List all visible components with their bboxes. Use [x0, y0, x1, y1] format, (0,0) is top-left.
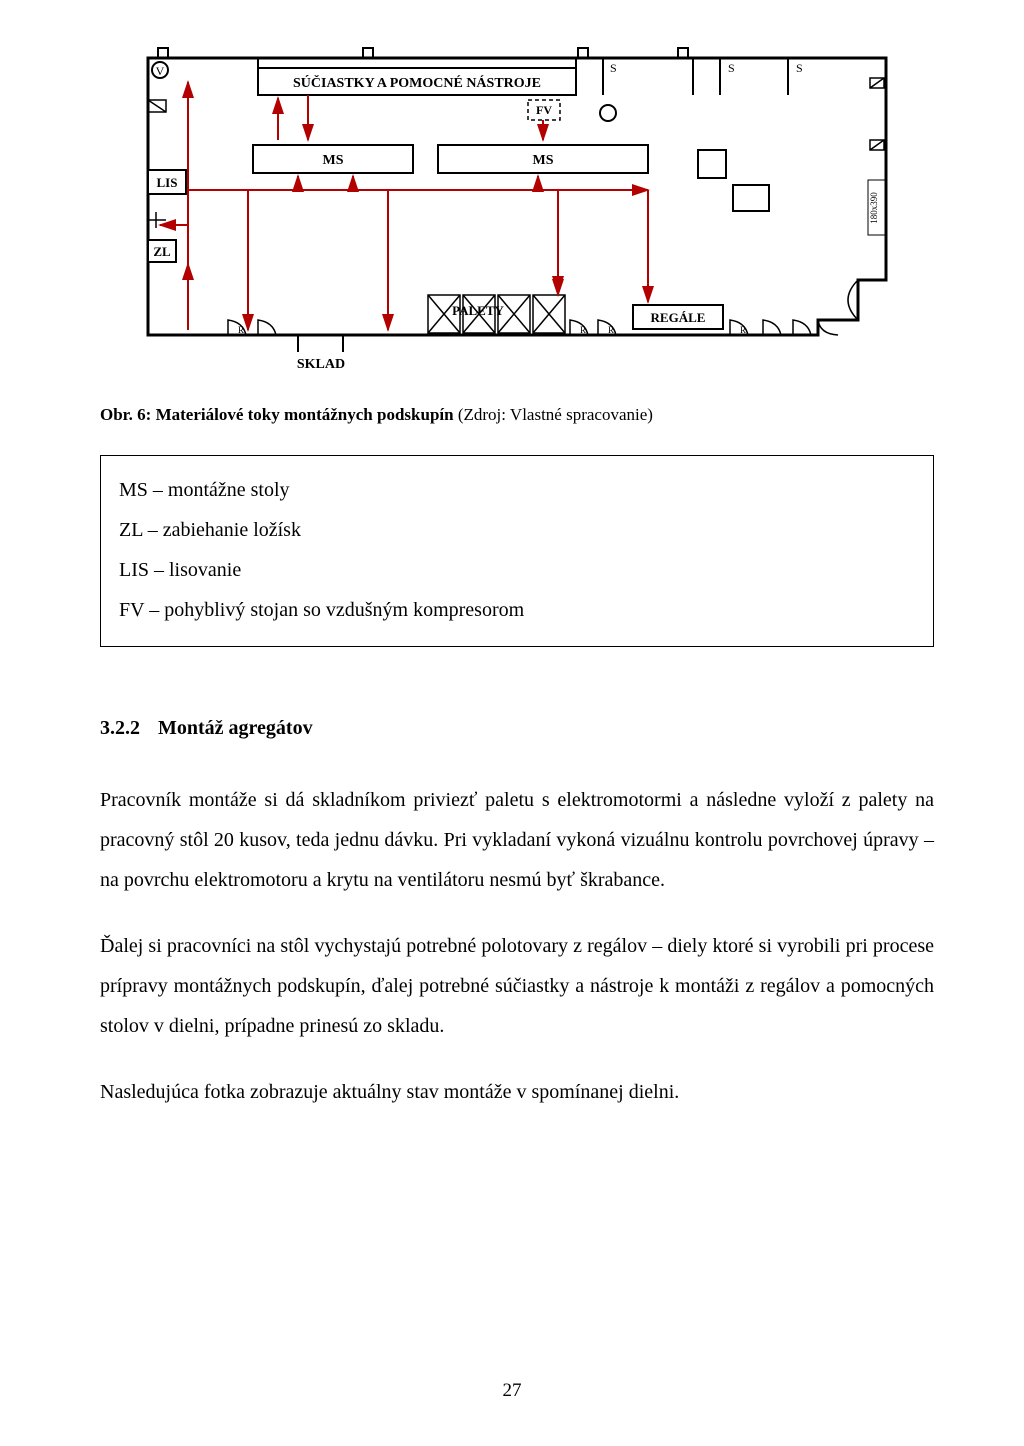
paragraph: Nasledujúca fotka zobrazuje aktuálny sta… — [100, 1072, 934, 1112]
legend-item: LIS – lisovanie — [119, 550, 915, 590]
svg-text:R: R — [238, 325, 244, 335]
svg-text:R: R — [740, 325, 746, 335]
sklad-label: SKLAD — [297, 357, 345, 370]
caption-rest: (Zdroj: Vlastné spracovanie) — [454, 405, 653, 424]
page-number: 27 — [0, 1380, 1024, 1402]
s-label-2: S — [728, 61, 735, 75]
figure-caption: Obr. 6: Materiálové toky montážnych pods… — [100, 405, 934, 425]
floorplan-figure: V S S S SÚČIASTKY A POMOCNÉ NÁSTROJE FV … — [138, 40, 896, 375]
s-label-1: S — [610, 61, 617, 75]
legend-item: FV – pohyblivý stojan so vzdušným kompre… — [119, 590, 915, 630]
section-number: 3.2.2 — [100, 717, 140, 740]
body-text: Pracovník montáže si dá skladníkom privi… — [100, 780, 934, 1112]
paragraph: Pracovník montáže si dá skladníkom privi… — [100, 780, 934, 900]
lis-label: LIS — [157, 175, 178, 190]
regale-label: REGÁLE — [651, 310, 706, 325]
legend-item: ZL – zabiehanie ložísk — [119, 510, 915, 550]
svg-text:R: R — [580, 325, 586, 335]
v-label: V — [156, 64, 165, 78]
section-heading: 3.2.2 Montáž agregátov — [100, 717, 934, 740]
ms1-label: MS — [323, 153, 344, 168]
legend-item: MS – montážne stoly — [119, 470, 915, 510]
top-bar-label: SÚČIASTKY A POMOCNÉ NÁSTROJE — [293, 74, 541, 91]
fv-label: FV — [536, 103, 552, 117]
s-label-3: S — [796, 61, 803, 75]
legend-box: MS – montážne stoly ZL – zabiehanie loží… — [100, 455, 934, 647]
svg-text:R: R — [608, 325, 614, 335]
paragraph: Ďalej si pracovníci na stôl vychystajú p… — [100, 926, 934, 1046]
floorplan-svg: V S S S SÚČIASTKY A POMOCNÉ NÁSTROJE FV … — [138, 40, 896, 370]
zl-label: ZL — [153, 244, 171, 259]
side-dim-label: 180x390 — [869, 192, 879, 224]
ms2-label: MS — [533, 153, 554, 168]
palety-label: PALETY — [452, 303, 504, 318]
caption-bold: Obr. 6: Materiálové toky montážnych pods… — [100, 405, 454, 424]
section-title: Montáž agregátov — [158, 717, 313, 739]
